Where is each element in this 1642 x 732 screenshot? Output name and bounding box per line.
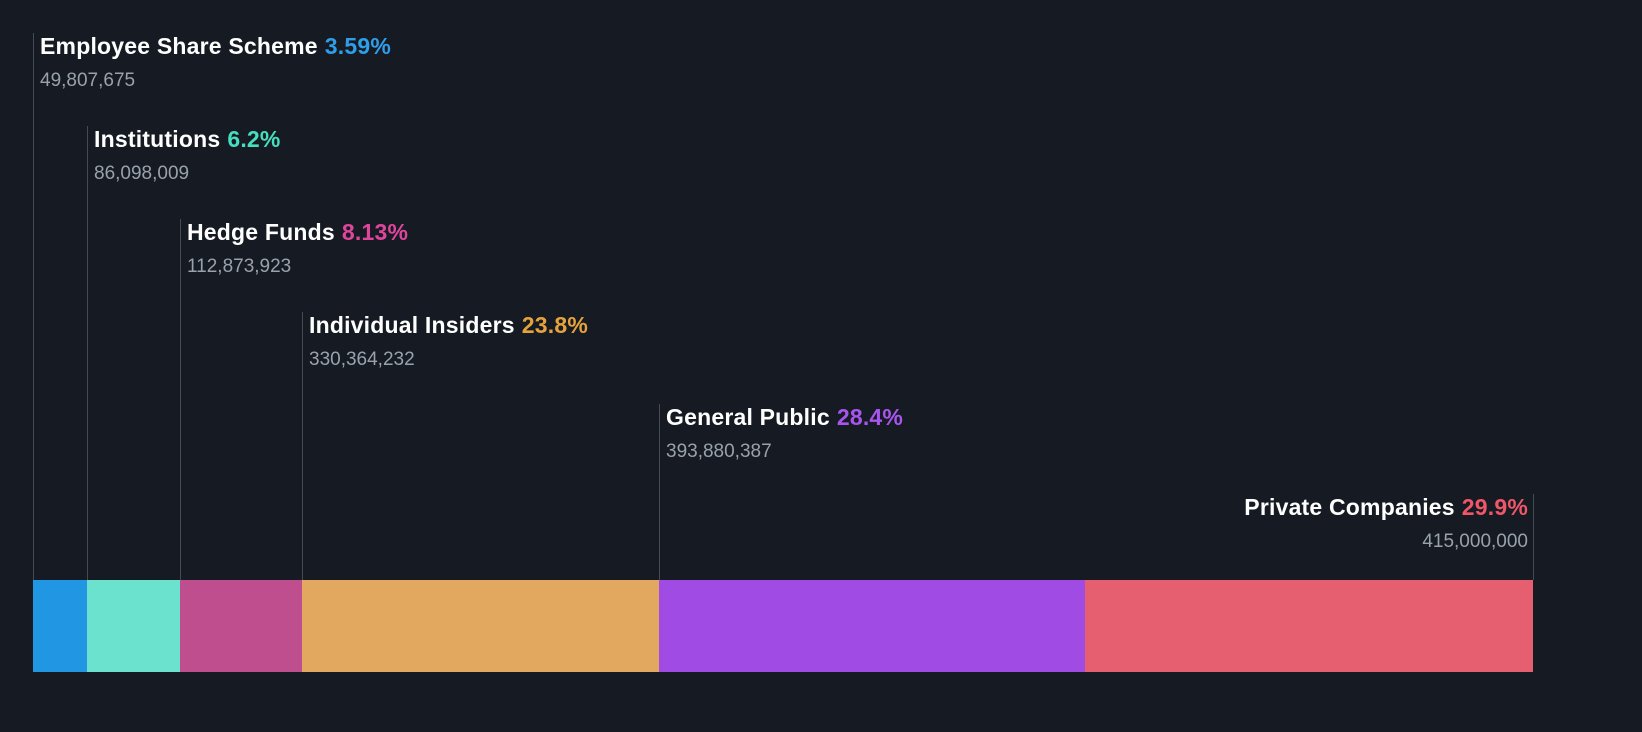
segment-label-institutions: Institutions 6.2% 86,098,009: [94, 126, 281, 185]
segment-label-individual-insiders: Individual Insiders 23.8% 330,364,232: [309, 312, 588, 371]
bar-segment-institutions[interactable]: [86, 580, 180, 672]
segment-label-employee-share-scheme: Employee Share Scheme 3.59% 49,807,675: [40, 33, 391, 92]
segment-label-general-public: General Public 28.4% 393,880,387: [666, 404, 903, 463]
segment-name: Hedge Funds: [187, 219, 335, 245]
segment-label-hedge-funds: Hedge Funds 8.13% 112,873,923: [187, 219, 408, 278]
bar-segment-hedge-funds[interactable]: [179, 580, 302, 672]
bar-segment-individual-insiders[interactable]: [301, 580, 659, 672]
segment-shares: 393,880,387: [666, 441, 772, 463]
segment-percent: 29.9%: [1461, 494, 1528, 520]
bar-segment-private-companies[interactable]: [1084, 580, 1533, 672]
leader-line-hedge-funds: [180, 219, 181, 580]
segment-percent: 3.59%: [324, 33, 391, 59]
segment-percent: 6.2%: [227, 126, 281, 152]
segment-shares: 415,000,000: [1422, 531, 1528, 553]
segment-percent: 8.13%: [341, 219, 409, 245]
leader-line-private-companies: [1533, 494, 1534, 580]
segment-name: Individual Insiders: [309, 312, 515, 338]
segment-name: General Public: [666, 404, 830, 430]
segment-percent: 23.8%: [521, 312, 588, 338]
segment-percent: 28.4%: [836, 404, 904, 430]
bar-segment-employee-share-scheme[interactable]: [33, 580, 87, 672]
leader-line-employee-share-scheme: [33, 33, 34, 580]
ownership-bar: [33, 580, 1533, 672]
segment-name: Private Companies: [1244, 494, 1455, 520]
segment-shares: 49,807,675: [40, 70, 136, 92]
leader-line-individual-insiders: [302, 312, 303, 580]
segment-label-private-companies: Private Companies 29.9% 415,000,000: [1244, 494, 1528, 553]
segment-shares: 112,873,923: [187, 256, 292, 278]
bar-segment-general-public[interactable]: [658, 580, 1085, 672]
segment-name: Employee Share Scheme: [40, 33, 318, 59]
leader-line-general-public: [659, 404, 660, 580]
segment-name: Institutions: [94, 126, 221, 152]
segment-shares: 330,364,232: [309, 349, 415, 371]
leader-line-institutions: [87, 126, 88, 580]
segment-shares: 86,098,009: [94, 163, 190, 185]
